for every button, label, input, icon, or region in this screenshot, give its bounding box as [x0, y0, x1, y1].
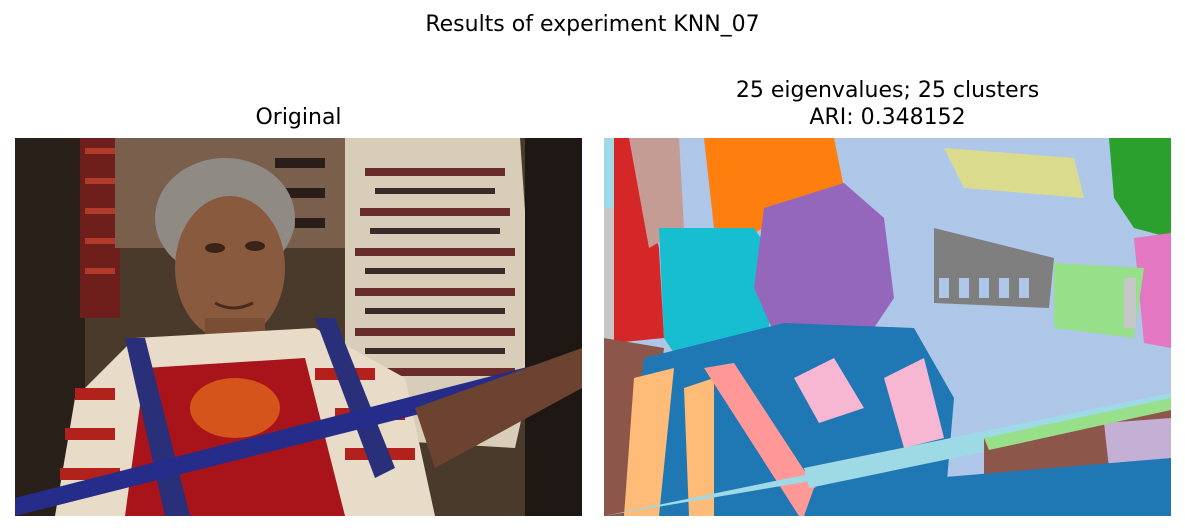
figure-suptitle: Results of experiment KNN_07: [425, 12, 760, 37]
right-panel-title-line2: ARI: 0.348152: [809, 105, 966, 130]
left-panel-title: Original: [255, 105, 342, 130]
segmentation-map: [604, 138, 1171, 516]
segmentation-panel: [604, 138, 1171, 516]
original-image: [15, 138, 582, 516]
right-panel-title-line1: 25 eigenvalues; 25 clusters: [735, 78, 1040, 103]
right-panel-title: 25 eigenvalues; 25 clusters ARI: 0.34815…: [604, 77, 1171, 131]
original-image-panel: [15, 138, 582, 516]
